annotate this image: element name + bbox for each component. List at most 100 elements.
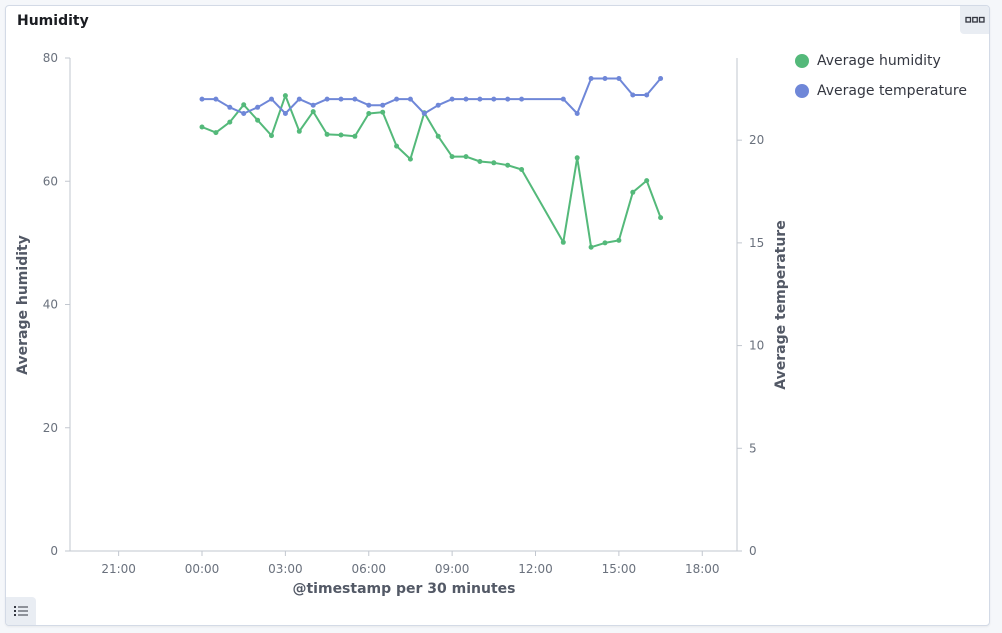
x-axis-tick-label: 18:00 (685, 562, 720, 576)
data-point-humidity (491, 160, 497, 166)
data-point-temperature (394, 96, 400, 102)
data-point-temperature (574, 111, 580, 116)
data-point-temperature (630, 92, 636, 98)
data-point-humidity (616, 237, 622, 243)
data-point-humidity (407, 156, 413, 162)
y-axis-left-tick-label: 60 (43, 174, 58, 188)
data-point-humidity (394, 143, 400, 149)
data-point-temperature (282, 111, 288, 116)
data-point-temperature (644, 92, 650, 98)
series-line-humidity (201, 94, 662, 249)
data-point-temperature (213, 96, 219, 102)
data-point-temperature (227, 104, 233, 110)
data-point-temperature (505, 96, 511, 102)
data-point-humidity (519, 167, 525, 172)
y-axis-left-tick-label: 0 (50, 544, 58, 558)
data-point-temperature (407, 96, 413, 102)
x-axis-tick-label: 15:00 (602, 562, 637, 576)
data-point-humidity (658, 215, 664, 221)
data-point-temperature (560, 96, 566, 102)
data-point-temperature (324, 96, 330, 102)
data-point-temperature (352, 96, 358, 102)
data-point-temperature (435, 102, 441, 108)
data-point-temperature (449, 96, 455, 102)
y-axis-right-tick-label: 20 (749, 133, 764, 147)
y-axis-left-tick-label: 20 (43, 421, 58, 435)
y-axis-right-tick-label: 15 (749, 236, 764, 250)
data-point-humidity (602, 240, 608, 246)
data-point-temperature (658, 76, 664, 81)
data-point-humidity (560, 239, 566, 245)
data-point-temperature (588, 76, 594, 81)
data-point-humidity (463, 154, 469, 160)
y-axis-right-title: Average temperature (773, 220, 789, 389)
legend-item-temperature[interactable]: Average temperature (795, 76, 967, 106)
data-point-humidity (338, 132, 344, 138)
y-axis-left-tick-label: 40 (43, 298, 58, 312)
data-point-humidity (477, 159, 483, 164)
list-icon (14, 606, 28, 616)
data-point-humidity (255, 117, 261, 123)
data-point-temperature (519, 96, 525, 102)
y-axis-left-title: Average humidity (15, 235, 31, 375)
data-point-temperature (477, 96, 483, 102)
panel-options-button[interactable] (960, 6, 989, 34)
y-axis-right-tick-label: 0 (749, 544, 757, 558)
data-point-temperature (255, 104, 261, 110)
chart-series (199, 76, 664, 250)
data-point-humidity (213, 130, 219, 136)
data-point-temperature (241, 111, 247, 116)
data-point-humidity (282, 93, 288, 99)
legend-swatch-temperature (795, 84, 809, 98)
legend-label-temperature: Average temperature (817, 83, 967, 99)
x-axis-tick-label: 12:00 (518, 562, 553, 576)
data-point-temperature (296, 96, 302, 102)
data-point-temperature (602, 76, 608, 81)
data-point-humidity (227, 119, 233, 125)
data-point-humidity (588, 244, 594, 250)
data-point-temperature (199, 96, 205, 102)
data-point-humidity (366, 111, 372, 116)
series-line-temperature (202, 77, 662, 115)
legend-swatch-humidity (795, 54, 809, 68)
data-point-temperature (463, 96, 469, 102)
data-point-temperature (338, 96, 344, 102)
chart-axes: 0 20 40 60 80 0 5 10 15 20 21:00 00:00 03:00 06:00 09:… (43, 51, 765, 576)
x-axis-tick-label: 21:00 (101, 562, 136, 576)
data-point-humidity (380, 109, 386, 115)
y-axis-right-tick-label: 5 (749, 441, 757, 455)
data-point-humidity (644, 178, 650, 184)
data-point-humidity (199, 124, 205, 130)
y-axis-right-tick-label: 10 (749, 339, 764, 353)
data-point-humidity (324, 131, 330, 137)
y-axis-left-tick-label: 80 (43, 51, 58, 65)
data-point-humidity (630, 189, 636, 195)
data-point-temperature (366, 102, 372, 108)
x-axis-tick-label: 06:00 (351, 562, 386, 576)
x-axis-tick-label: 00:00 (185, 562, 220, 576)
x-axis-tick-label: 09:00 (435, 562, 470, 576)
x-axis-tick-label: 03:00 (268, 562, 303, 576)
x-axis-title: @timestamp per 30 minutes (292, 581, 515, 597)
data-point-temperature (380, 102, 386, 108)
visualization-panel: Humidity (5, 5, 990, 626)
chart-legend: Average humidity Average temperature (795, 46, 967, 106)
legend-toggle-button[interactable] (6, 597, 36, 625)
data-point-humidity (449, 154, 455, 160)
data-point-temperature (310, 102, 316, 108)
data-point-humidity (296, 128, 302, 134)
legend-label-humidity: Average humidity (817, 53, 941, 69)
data-point-humidity (310, 109, 316, 115)
data-point-humidity (574, 155, 580, 161)
data-point-humidity (352, 133, 358, 139)
data-point-temperature (269, 96, 274, 102)
data-point-temperature (616, 76, 622, 81)
data-point-humidity (435, 133, 441, 139)
ellipsis-icon (964, 16, 985, 23)
data-point-humidity (505, 162, 511, 168)
data-point-humidity (269, 133, 274, 139)
legend-item-humidity[interactable]: Average humidity (795, 46, 967, 76)
panel-title: Humidity (17, 13, 89, 29)
data-point-temperature (491, 96, 497, 102)
